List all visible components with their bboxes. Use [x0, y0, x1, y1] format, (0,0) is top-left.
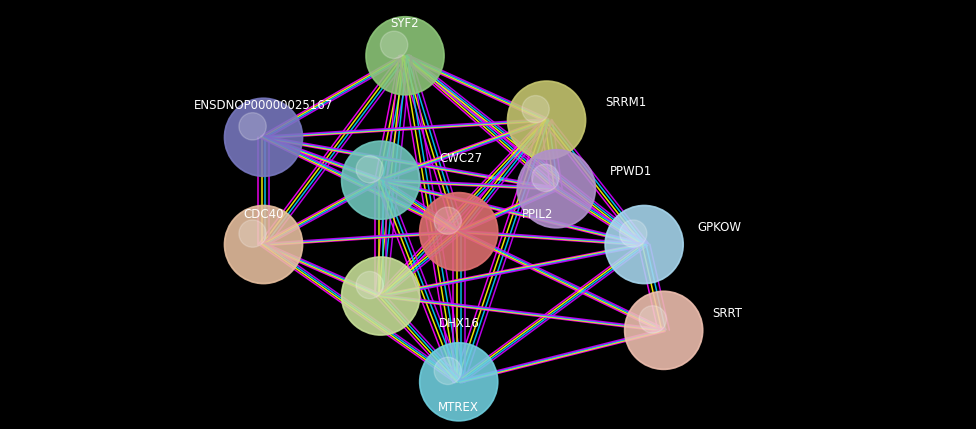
Ellipse shape	[239, 220, 266, 247]
Ellipse shape	[224, 98, 303, 176]
Ellipse shape	[356, 272, 384, 299]
Text: GPKOW: GPKOW	[698, 221, 742, 234]
Ellipse shape	[239, 113, 266, 140]
Text: PPWD1: PPWD1	[610, 165, 652, 178]
Ellipse shape	[434, 357, 462, 384]
Ellipse shape	[356, 156, 384, 183]
Ellipse shape	[625, 291, 703, 369]
Text: SYF2: SYF2	[390, 17, 420, 30]
Ellipse shape	[381, 31, 408, 58]
Text: PPIL2: PPIL2	[522, 208, 553, 221]
Ellipse shape	[342, 257, 420, 335]
Ellipse shape	[342, 141, 420, 219]
Ellipse shape	[639, 306, 667, 333]
Ellipse shape	[508, 81, 586, 159]
Text: DHX16: DHX16	[439, 317, 480, 330]
Ellipse shape	[420, 343, 498, 421]
Text: SRRT: SRRT	[712, 307, 743, 320]
Text: SRRM1: SRRM1	[605, 97, 646, 109]
Text: CDC40: CDC40	[243, 208, 284, 221]
Ellipse shape	[434, 207, 462, 234]
Ellipse shape	[522, 96, 549, 123]
Text: CWC27: CWC27	[439, 152, 482, 165]
Ellipse shape	[224, 205, 303, 284]
Ellipse shape	[620, 220, 647, 247]
Ellipse shape	[517, 150, 595, 228]
Ellipse shape	[532, 164, 559, 191]
Ellipse shape	[420, 193, 498, 271]
Ellipse shape	[605, 205, 683, 284]
Ellipse shape	[366, 17, 444, 95]
Text: MTREX: MTREX	[438, 401, 479, 414]
Text: ENSDNOP00000025167: ENSDNOP00000025167	[194, 99, 333, 112]
